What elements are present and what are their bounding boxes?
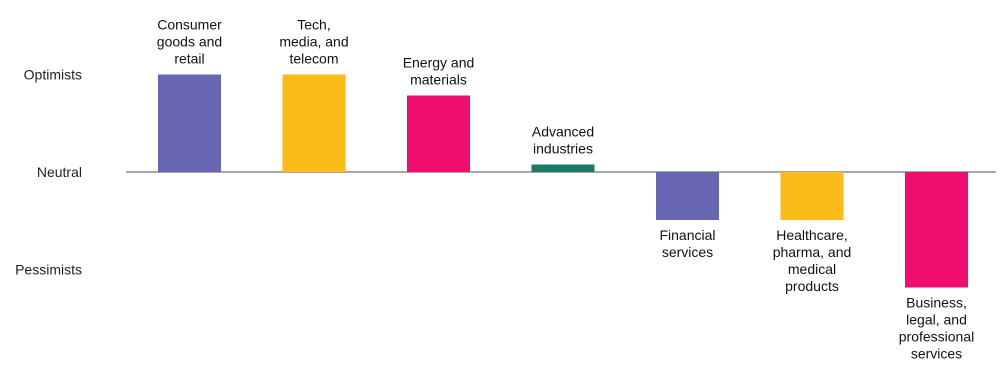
category-label-line: legal, and xyxy=(906,312,967,328)
category-label-2: Tech, media, and telecom xyxy=(279,17,348,67)
category-label-line: professional xyxy=(899,329,975,345)
category-label-line: Energy and xyxy=(403,55,475,71)
category-label-line: goods and xyxy=(157,34,222,50)
category-label-3: Energy and materials xyxy=(403,55,475,88)
bar-1 xyxy=(158,74,221,172)
category-label-line: products xyxy=(785,278,839,294)
category-label-line: Business, xyxy=(906,295,967,311)
category-label-line: medical xyxy=(788,261,836,277)
y-axis-labels: Optimists Neutral Pessimists xyxy=(15,67,82,278)
category-label-line: materials xyxy=(410,72,467,88)
category-label-line: Financial xyxy=(659,227,715,243)
category-label-line: services xyxy=(911,346,962,362)
category-label-line: Healthcare, xyxy=(776,227,848,243)
bar-4 xyxy=(531,164,595,172)
category-label-line: industries xyxy=(533,141,593,157)
category-label-line: retail xyxy=(174,51,204,67)
bar-2 xyxy=(282,74,346,172)
category-label-1: Consumer goods and retail xyxy=(157,17,222,67)
bars xyxy=(158,74,968,288)
category-label-line: pharma, and xyxy=(773,244,852,260)
bar-3 xyxy=(407,95,470,172)
y-axis-label-neutral: Neutral xyxy=(37,164,82,180)
category-label-6: Healthcare, pharma, and medical products xyxy=(773,227,852,294)
category-label-line: services xyxy=(662,244,713,260)
category-label-line: Tech, xyxy=(297,17,330,33)
category-label-4: Advanced industries xyxy=(532,124,594,157)
bar-5 xyxy=(656,172,719,220)
y-axis-label-optimists: Optimists xyxy=(24,67,82,83)
category-label-line: Consumer xyxy=(157,17,222,33)
bar-7 xyxy=(905,172,968,288)
category-label-7: Business, legal, and professional services xyxy=(899,295,975,362)
bar-6 xyxy=(780,172,844,220)
category-label-line: media, and xyxy=(279,34,348,50)
category-label-line: Advanced xyxy=(532,124,594,140)
y-axis-label-pessimists: Pessimists xyxy=(15,262,82,278)
category-label-line: telecom xyxy=(289,51,338,67)
category-labels: Consumer goods and retail Tech, media, and te… xyxy=(157,17,974,362)
category-label-5: Financial services xyxy=(659,227,715,260)
